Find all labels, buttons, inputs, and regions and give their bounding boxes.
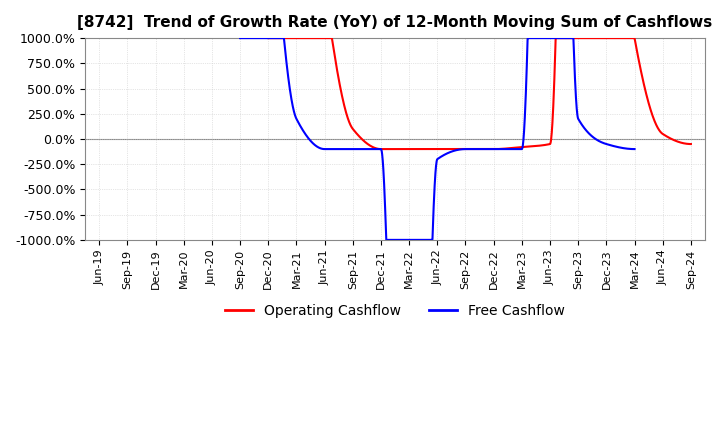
Legend: Operating Cashflow, Free Cashflow: Operating Cashflow, Free Cashflow (220, 299, 570, 324)
Title: [8742]  Trend of Growth Rate (YoY) of 12-Month Moving Sum of Cashflows: [8742] Trend of Growth Rate (YoY) of 12-… (78, 15, 713, 30)
